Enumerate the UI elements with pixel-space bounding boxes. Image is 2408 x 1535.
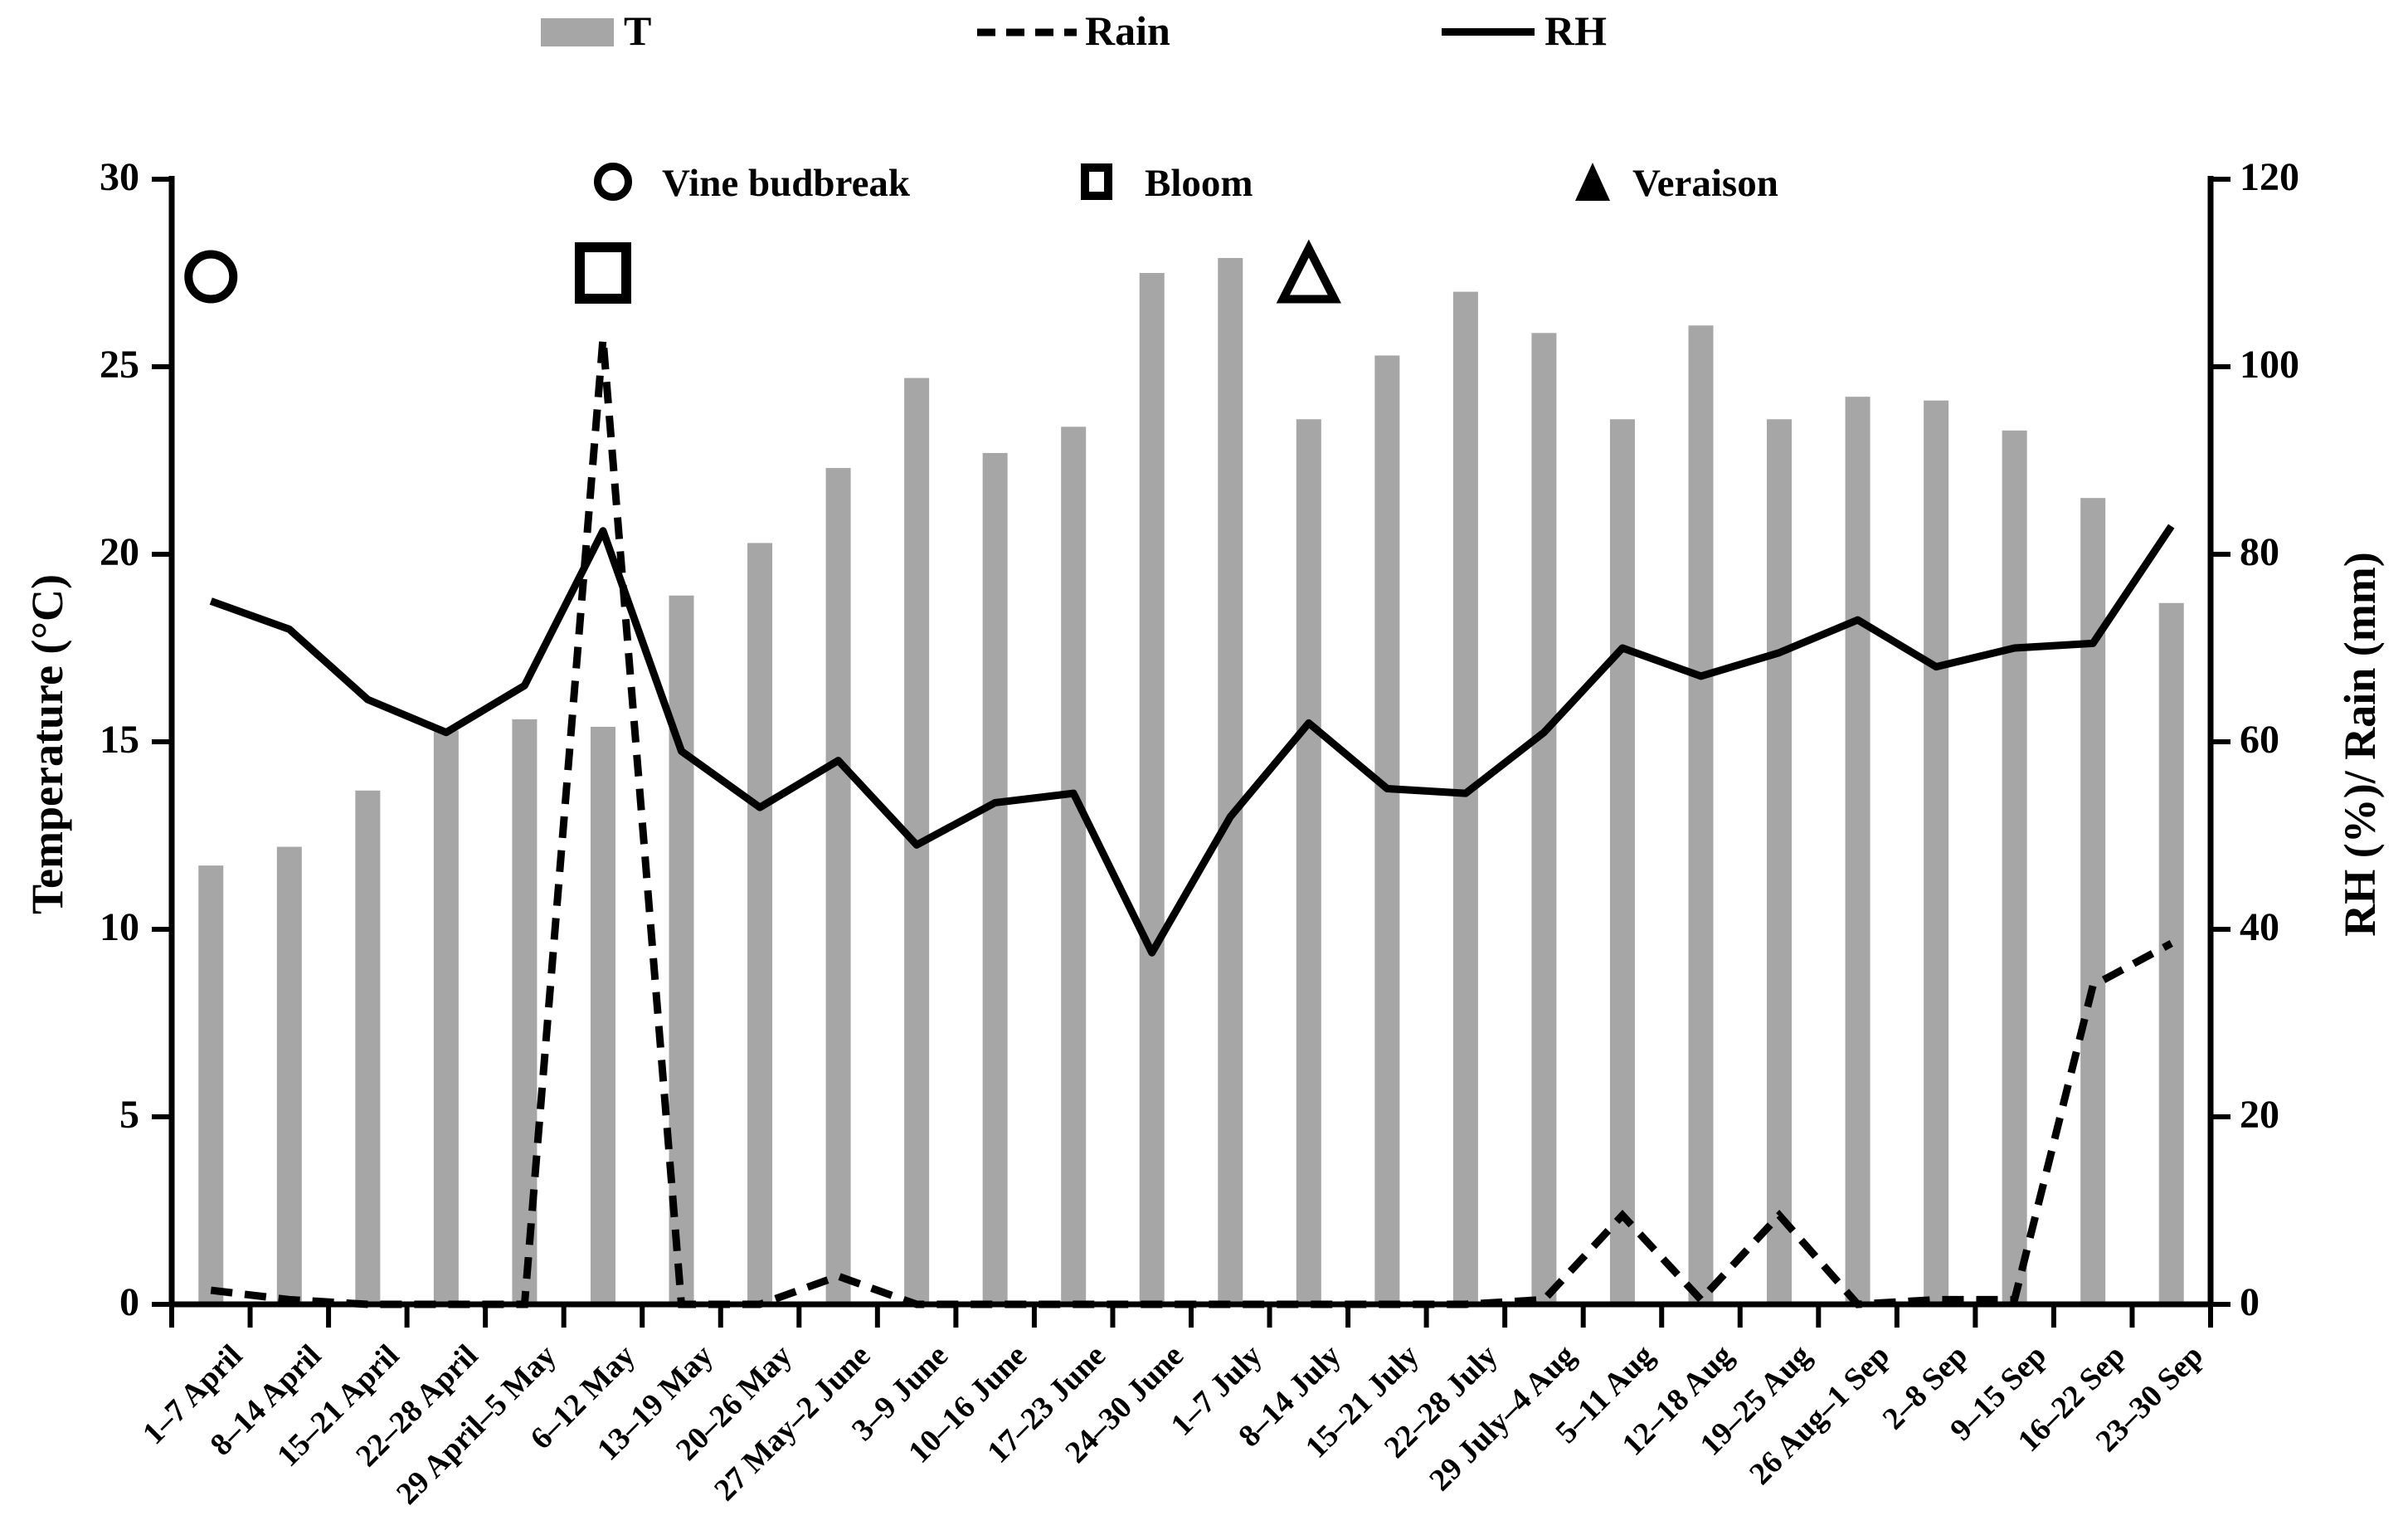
temp-bar [1688,325,1714,1304]
left-axis-tick-label: 15 [100,718,139,762]
temp-bar [825,468,851,1304]
left-axis-tick-label: 20 [100,530,139,574]
temp-bar [1609,419,1635,1304]
temp-bar [1452,291,1478,1305]
temp-bar [1531,333,1557,1304]
right-axis-tick-label: 60 [2240,718,2279,762]
temp-bar [982,452,1008,1305]
right-axis-tick-label: 120 [2240,155,2299,199]
circle-icon [594,163,632,201]
left-axis-tick-label: 0 [119,1280,139,1324]
left-axis-tick-label: 30 [100,155,139,199]
temp-bar [1061,426,1087,1304]
temp-bar [1845,397,1870,1304]
temp-bar [276,846,302,1304]
square-icon [1081,163,1112,200]
temp-bar [512,719,538,1304]
rain-line [210,338,2173,1308]
vine-budbreak-marker [184,250,238,304]
temp-bar [1374,355,1400,1305]
temp-bar [1218,257,1243,1304]
temp-bar [1924,400,1949,1305]
legend-veraison-label: Veraison [1632,162,1778,205]
temp-bar [198,865,224,1304]
temp-bar [2002,430,2027,1304]
bloom-marker [574,242,631,304]
left-axis-tick-label: 5 [119,1093,139,1137]
temp-bar [590,726,615,1304]
right-axis-tick-label: 100 [2240,343,2299,387]
temp-bar [1767,419,1793,1304]
temp-bar [355,790,381,1304]
temp-bar [2080,498,2106,1304]
temp-bar [747,543,773,1304]
veraison-marker [1276,239,1341,304]
temp-bar [1139,273,1165,1304]
right-axis-tick-label: 0 [2240,1280,2260,1324]
legend-bloom-label: Bloom [1145,162,1253,205]
right-axis-tick-label: 20 [2240,1093,2279,1137]
temp-bar [2158,602,2184,1304]
temp-bar [669,595,694,1304]
legend-rain-label: Rain [1085,7,1170,54]
left-axis-tick-label: 10 [100,905,139,949]
rh-line [209,524,2175,957]
left-axis-tick-label: 25 [100,343,139,387]
legend-t-label: T [624,7,652,54]
rh-solid-line-icon [1442,28,1535,36]
t-bar-swatch-icon [541,18,614,46]
rain-dashed-line-icon [977,28,1077,37]
temp-bar [433,730,459,1304]
right-axis-tick-label: 40 [2240,905,2279,949]
right-axis-tick-label: 80 [2240,530,2279,574]
temp-bar [1296,419,1321,1304]
legend-budbreak-label: Vine budbreak [662,162,911,205]
triangle-icon [1575,163,1610,201]
legend-rh-label: RH [1545,7,1607,54]
